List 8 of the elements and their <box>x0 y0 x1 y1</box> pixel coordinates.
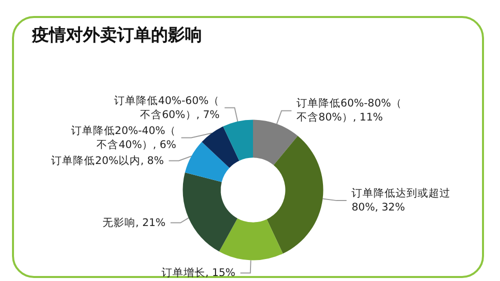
slice-label: 订单降低20%以内, 8% <box>51 154 164 167</box>
slice-label: 订单降低40%-60%（不含60%）, 7% <box>114 94 220 121</box>
slice-label: 订单降低60%-80%（不含80%）, 11% <box>296 96 402 124</box>
slice-label: 订单降低20%-40%（不含40%）, 6% <box>70 124 176 151</box>
chart-title: 疫情对外卖订单的影响 <box>31 26 202 46</box>
slice-label: 无影响, 21% <box>102 216 166 229</box>
slice-label: 订单增长, 15% <box>161 266 236 279</box>
slice-label: 订单降低达到或超过80%, 32% <box>352 186 451 214</box>
